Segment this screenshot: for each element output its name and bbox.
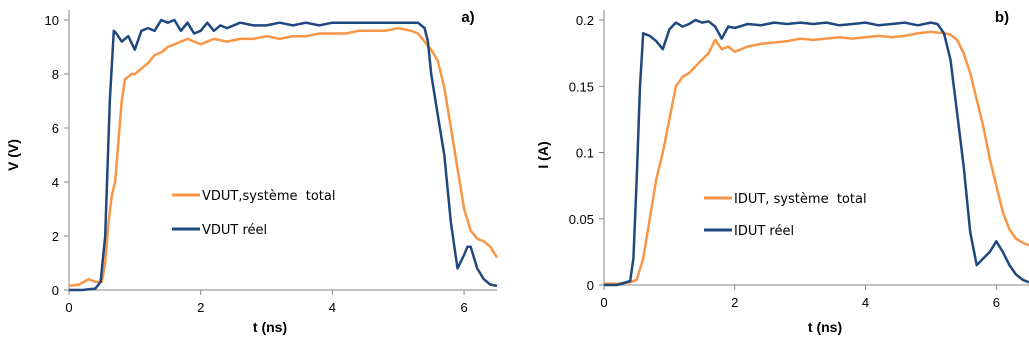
y-tick-label: 8 (52, 67, 59, 82)
x-tick-label: 0 (600, 295, 607, 310)
y-tick-label: 0 (52, 283, 59, 298)
x-axis-label: t (ns) (808, 319, 842, 335)
y-tick-label: 6 (52, 121, 59, 136)
legend-label: IDUT, système total (734, 192, 867, 207)
y-axis-label: V (V) (5, 139, 21, 171)
x-tick-label: 4 (862, 295, 869, 310)
series-line-total-system (604, 30, 1029, 285)
chart-voltage: 0 2 4 6 8 10 0 2 4 6 t (ns) V (V) a) VDUT,système tot… (5, 9, 499, 335)
series-line-total-system (68, 26, 499, 288)
x-tick-label: 4 (329, 300, 336, 315)
y-tick-label: 0.15 (569, 79, 594, 94)
series-line-real (604, 18, 1029, 287)
x-tick-label: 6 (460, 300, 467, 315)
y-tick-label: 0.05 (569, 212, 594, 227)
panel-label: a) (461, 9, 474, 26)
x-tick-label: 6 (993, 295, 1000, 310)
legend-label: VDUT réel (202, 223, 267, 238)
series-line-real (69, 18, 498, 292)
panel-label: b) (995, 9, 1009, 26)
y-tick-label: 0.2 (576, 13, 594, 28)
y-tick-label: 10 (45, 13, 59, 28)
x-tick-label: 0 (65, 300, 72, 315)
y-tick-label: 0 (587, 278, 594, 293)
legend-label: IDUT réel (734, 224, 794, 239)
y-tick-label: 2 (52, 229, 59, 244)
x-tick-label: 2 (731, 295, 738, 310)
y-tick-label: 0.1 (576, 146, 594, 161)
x-tick-label: 2 (197, 300, 204, 315)
y-axis-label: I (A) (535, 141, 551, 168)
chart-current: 0 0.05 0.1 0.15 0.2 0 2 4 6 t (ns) I (A) b) IDUT, sy… (535, 9, 1029, 335)
y-tick-label: 4 (52, 175, 59, 190)
x-axis-label: t (ns) (253, 319, 287, 335)
legend-label: VDUT,système total (202, 189, 335, 204)
